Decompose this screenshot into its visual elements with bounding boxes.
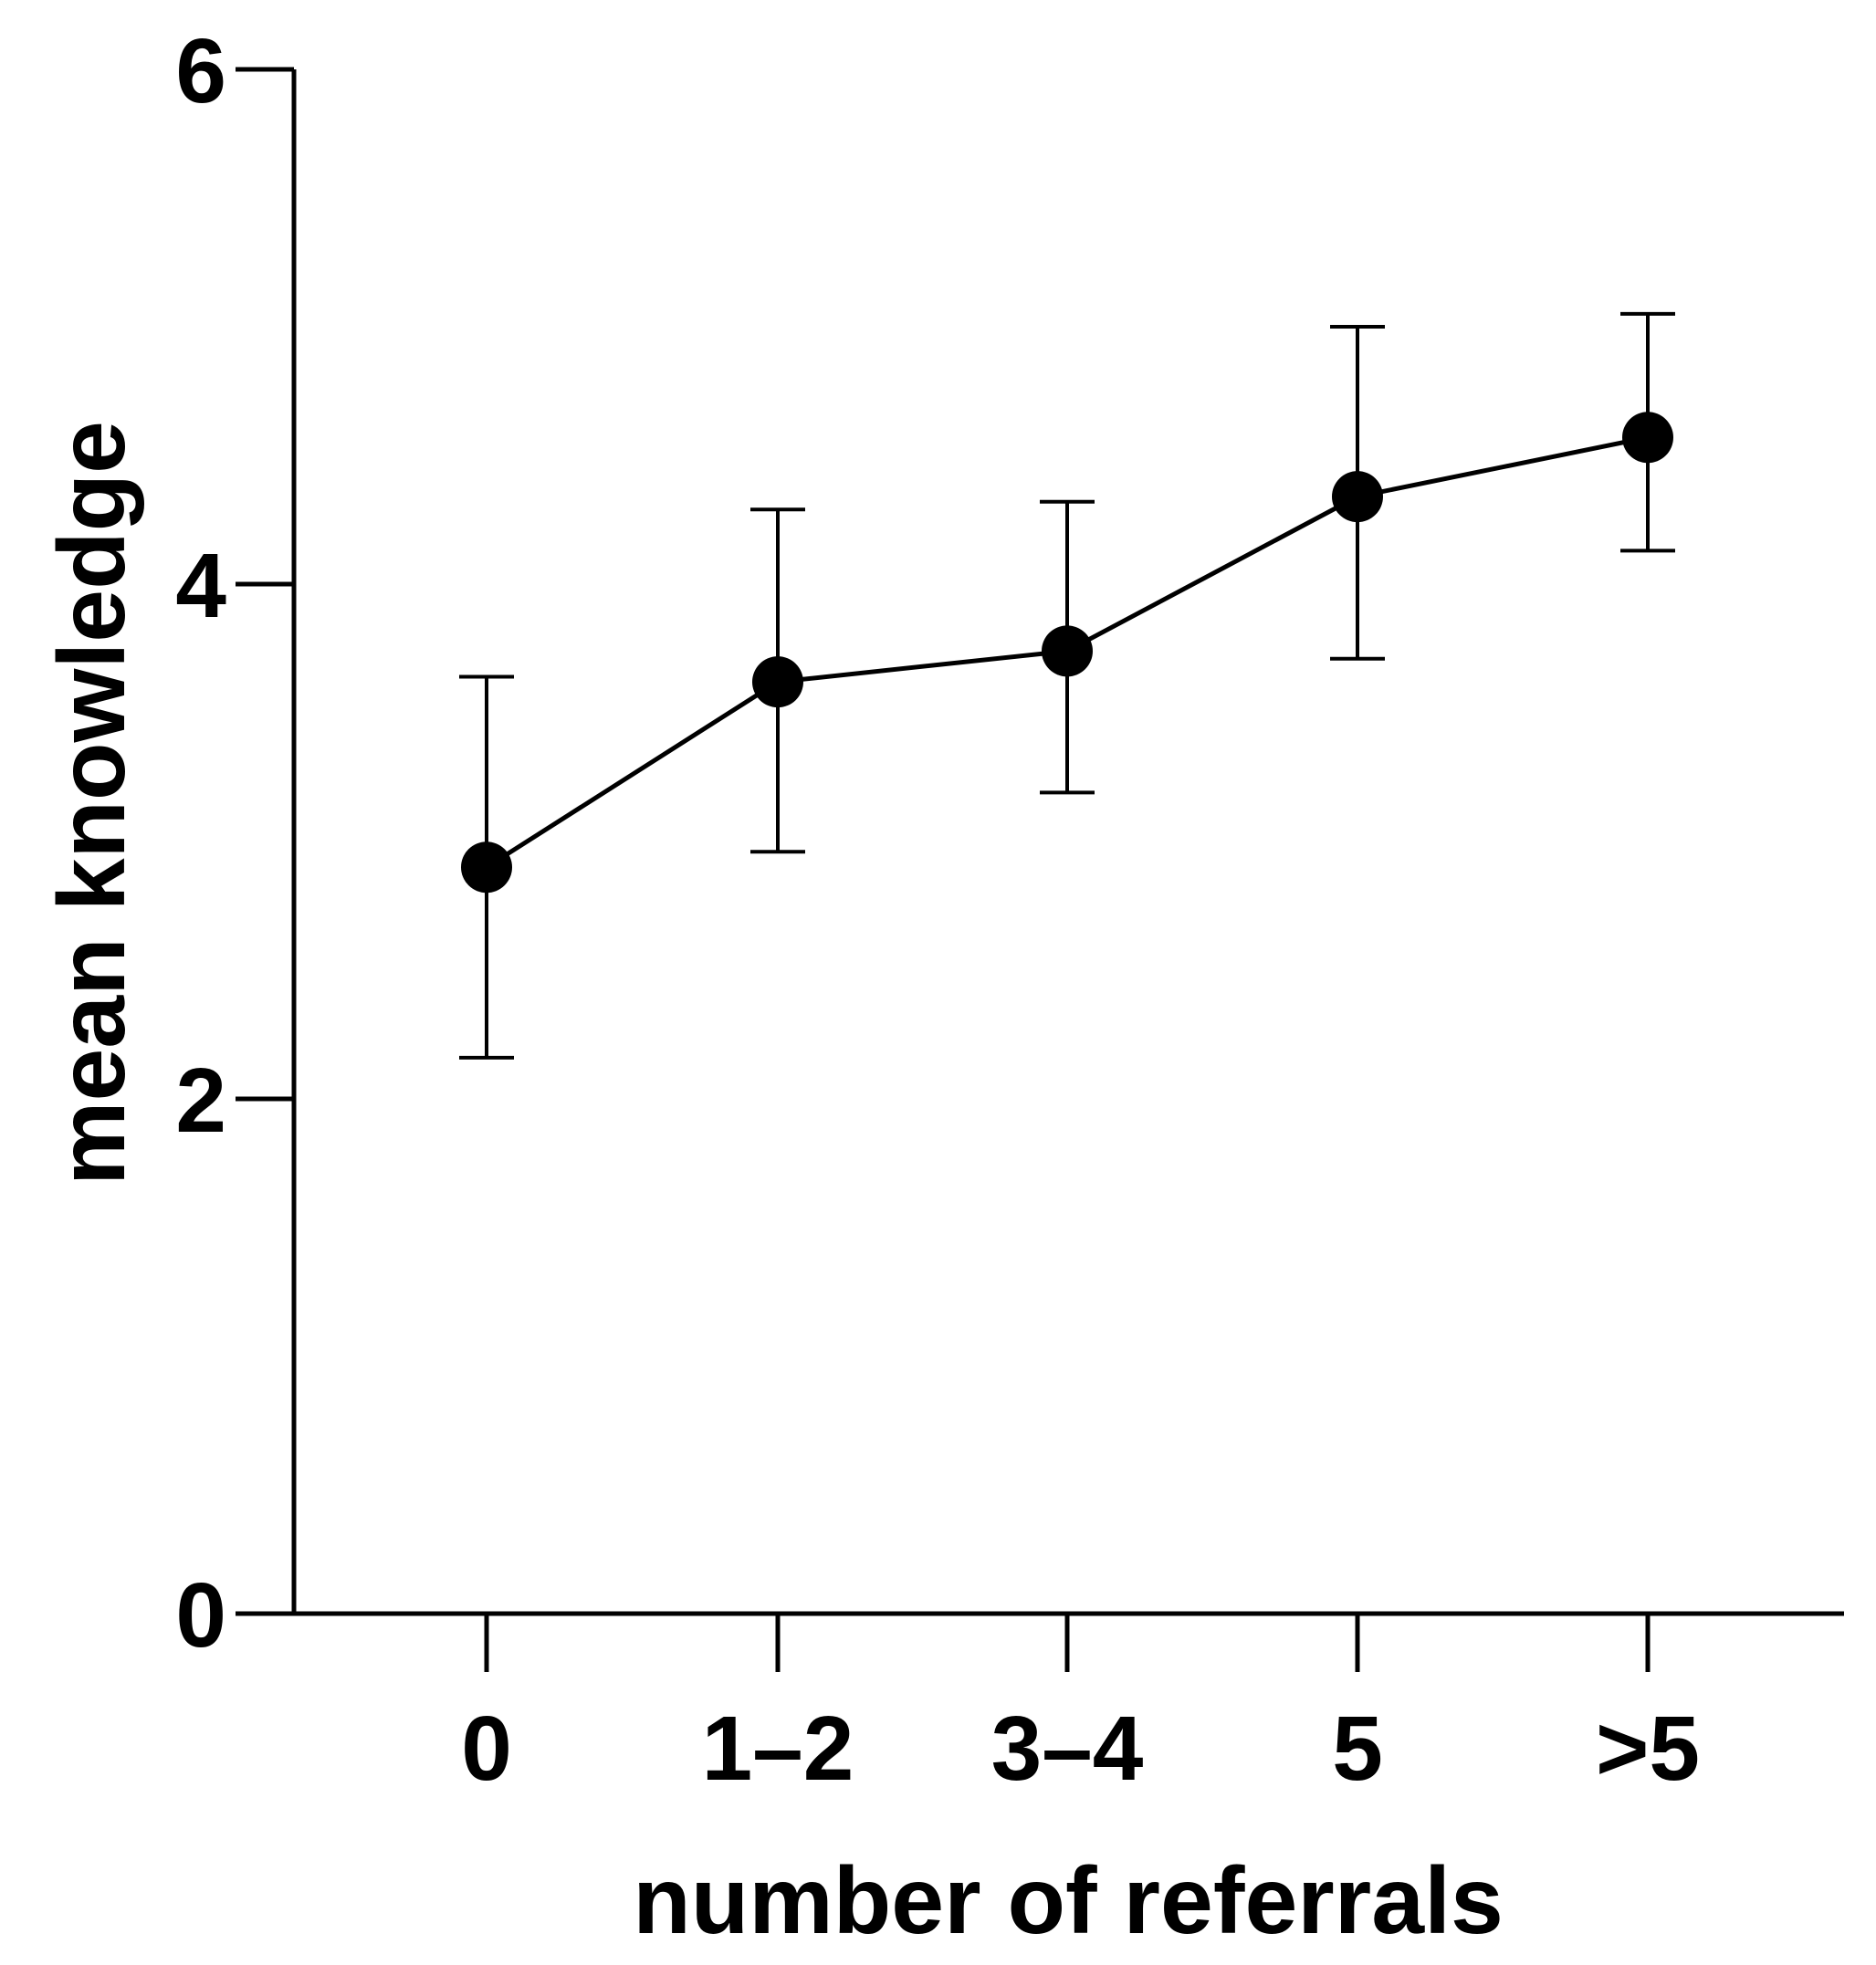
axes [236, 67, 1844, 1672]
x-tick-label: 1–2 [702, 1698, 854, 1800]
data-point [1622, 412, 1673, 464]
y-tick-label: 4 [175, 535, 226, 637]
y-tick-label: 2 [175, 1050, 226, 1152]
x-tick-label: >5 [1596, 1698, 1700, 1800]
x-tick-label: 5 [1332, 1698, 1383, 1800]
data-point [752, 656, 803, 708]
data-point [461, 841, 512, 894]
data-point [1042, 625, 1093, 677]
series-group [459, 311, 1675, 1060]
x-tick-label: 0 [461, 1698, 512, 1800]
y-tick-label: 6 [175, 20, 226, 122]
x-tick-label: 3–4 [991, 1698, 1144, 1800]
y-tick-label: 0 [175, 1564, 226, 1667]
y-axis-title: mean knowledge [39, 421, 145, 1186]
data-point [1332, 471, 1383, 523]
labels: 0 2 4 6 0 1–2 3–4 5 >5 [175, 20, 1700, 1800]
x-axis-title: number of referrals [633, 1848, 1504, 1954]
